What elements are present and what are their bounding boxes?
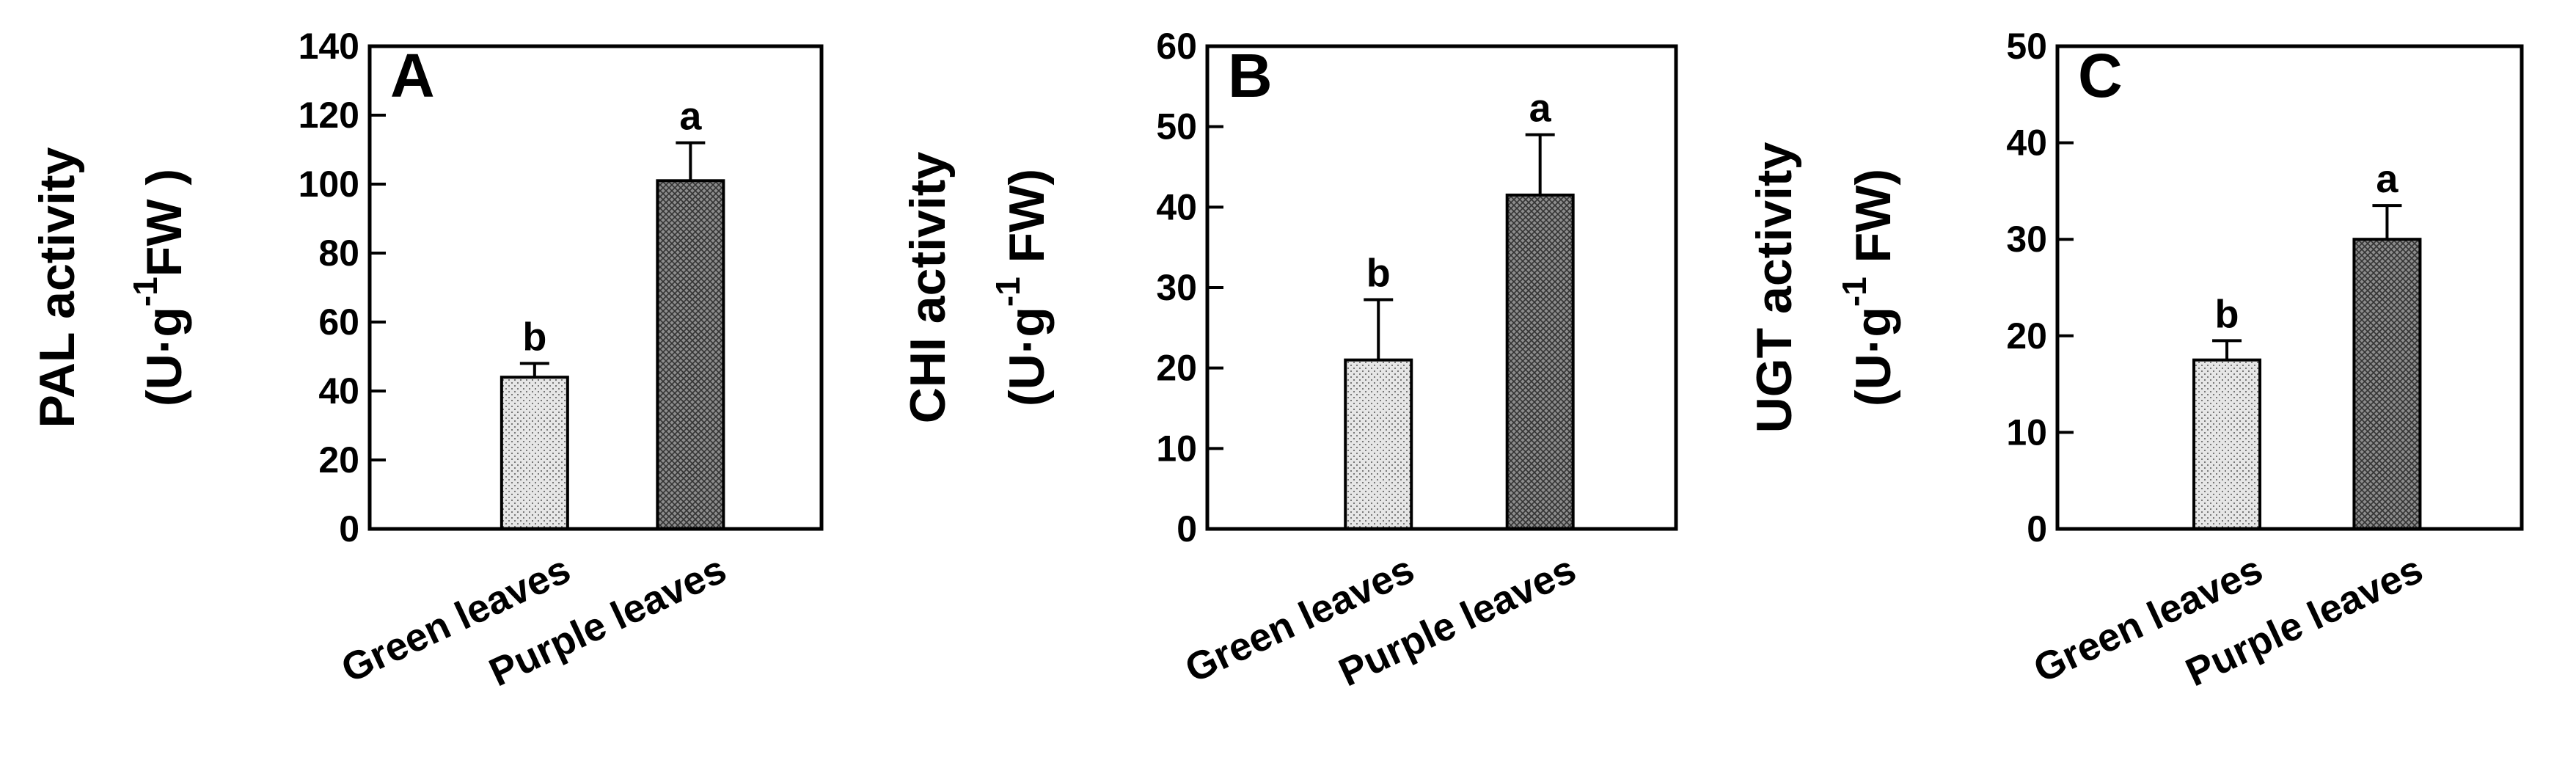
y-tick-label: 60 (318, 302, 359, 343)
y-tick-label: 40 (1156, 186, 1197, 227)
y-tick-label: 20 (318, 439, 359, 480)
y-axis-label: CHI activity (900, 152, 956, 424)
bar (1505, 193, 1575, 530)
y-tick-label: 60 (1156, 26, 1197, 67)
y-axis-unit: (U·g-1 FW) (989, 169, 1055, 406)
y-axis-label: PAL activity (29, 147, 85, 428)
y-tick-label: 20 (1156, 348, 1197, 389)
y-tick-label: 0 (2027, 508, 2047, 549)
panel-label: A (390, 41, 435, 110)
plot-frame (1205, 44, 1678, 531)
bar (500, 376, 569, 531)
unit-sup: -1 (1835, 277, 1873, 307)
y-axis-unit: (U·g-1 FW) (1835, 169, 1901, 406)
y-tick-label: 40 (2006, 123, 2047, 164)
unit-base: (U·g (1845, 307, 1901, 406)
unit-rest: FW ) (136, 169, 192, 277)
plot-frame (367, 44, 824, 531)
y-axis-unit: (U·g-1FW ) (126, 169, 192, 406)
unit-rest: FW) (999, 169, 1055, 277)
significance-letter: a (679, 95, 702, 139)
unit-base: (U·g (136, 307, 192, 406)
y-tick-label: 10 (1156, 428, 1197, 469)
unit-base: (U·g (999, 307, 1055, 406)
bar (2192, 358, 2262, 531)
significance-letter: a (1529, 87, 1552, 131)
bar (2352, 238, 2422, 530)
panel-label: C (2078, 41, 2123, 110)
y-axis-label: UGT activity (1746, 142, 1802, 433)
y-tick-label: 30 (1156, 267, 1197, 308)
y-tick-label: 80 (318, 233, 359, 274)
y-tick-label: 30 (2006, 219, 2047, 260)
y-tick-label: 120 (299, 95, 359, 136)
y-tick-label: 0 (1177, 508, 1197, 549)
significance-letter: b (1366, 251, 1391, 295)
plot-frame (2055, 44, 2524, 531)
significance-letter: a (2376, 157, 2398, 201)
y-tick-label: 10 (2006, 412, 2047, 453)
y-tick-label: 100 (299, 164, 359, 205)
unit-sup: -1 (126, 277, 164, 307)
y-tick-label: 0 (339, 508, 359, 549)
significance-letter: b (522, 315, 546, 359)
unit-rest: FW) (1845, 169, 1901, 277)
panel-label: B (1228, 41, 1273, 110)
y-tick-label: 50 (2006, 26, 2047, 67)
y-tick-label: 140 (299, 26, 359, 67)
y-tick-label: 20 (2006, 315, 2047, 357)
significance-letter: b (2215, 292, 2239, 336)
unit-sup: -1 (989, 277, 1027, 307)
bar (1344, 358, 1413, 531)
y-tick-label: 40 (318, 370, 359, 412)
y-tick-label: 50 (1156, 106, 1197, 147)
bar (656, 179, 725, 531)
